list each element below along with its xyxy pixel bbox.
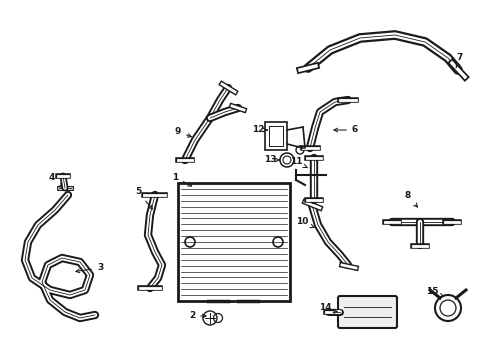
- Text: 5: 5: [135, 188, 152, 209]
- Text: 8: 8: [404, 192, 417, 207]
- Text: 10: 10: [295, 217, 313, 228]
- Bar: [268, 126, 283, 146]
- Text: 2: 2: [188, 311, 205, 320]
- Text: 6: 6: [333, 126, 357, 135]
- Text: 9: 9: [174, 127, 191, 137]
- Text: 7: 7: [455, 54, 462, 68]
- Text: 14: 14: [318, 303, 336, 312]
- Bar: [178, 183, 289, 301]
- Text: 1: 1: [171, 172, 191, 186]
- Text: 15: 15: [425, 288, 443, 297]
- Text: 4: 4: [49, 174, 62, 187]
- Text: 3: 3: [76, 264, 103, 273]
- Bar: [264, 122, 286, 150]
- Text: 11: 11: [289, 158, 307, 168]
- Text: 13: 13: [263, 156, 279, 165]
- FancyBboxPatch shape: [337, 296, 396, 328]
- Text: 12: 12: [251, 126, 266, 135]
